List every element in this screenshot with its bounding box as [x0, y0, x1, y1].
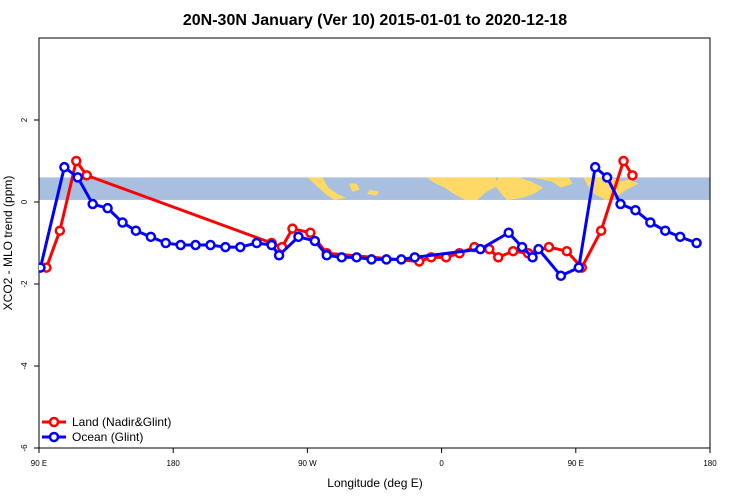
data-point [589, 161, 601, 173]
data-point [175, 239, 186, 251]
data-point [516, 241, 528, 253]
legend-marker-land [48, 416, 60, 428]
data-point [251, 237, 262, 249]
data-point [493, 252, 504, 263]
land-shape [495, 177, 543, 200]
data-point [674, 231, 686, 243]
y-tick-label: 2 [20, 117, 29, 122]
data-point [205, 239, 216, 251]
data-point [117, 217, 128, 228]
data-point [160, 237, 171, 249]
x-tick-label: 90 W [298, 459, 317, 468]
legend-marker-ocean [48, 431, 60, 443]
data-point [543, 241, 555, 253]
data-point [102, 202, 113, 214]
data-point [627, 170, 638, 181]
data-point [71, 155, 82, 167]
data-point [87, 198, 98, 210]
data-point [321, 250, 333, 261]
data-point [220, 241, 231, 253]
data-point [660, 225, 671, 236]
data-point [396, 254, 407, 265]
series-layer [39, 155, 702, 282]
series-ocean [39, 161, 702, 282]
y-axis-label: XCO2 - MLO trend (ppm) [1, 176, 15, 311]
land-shape [426, 177, 499, 200]
data-point [475, 243, 486, 255]
data-point [533, 243, 544, 255]
x-tick-label: 180 [703, 459, 717, 468]
land-shape [349, 183, 360, 192]
y-tick-label: -6 [20, 444, 29, 452]
legend-item-ocean: Ocean (Glint) [42, 430, 143, 444]
data-point [630, 204, 641, 216]
x-axis-label: Longitude (deg E) [327, 476, 422, 490]
legend-label-land: Land (Nadir&Glint) [72, 415, 171, 429]
data-point [409, 252, 421, 263]
data-point [293, 231, 304, 243]
data-point [54, 225, 66, 236]
data-point [266, 239, 277, 251]
data-point [507, 245, 519, 257]
ocean-band [39, 177, 710, 200]
data-point [190, 239, 201, 251]
land-shape [583, 177, 639, 200]
data-point [305, 227, 316, 238]
y-tick-label: -4 [20, 362, 29, 370]
data-point [309, 235, 321, 247]
x-axis: 90 E 180 90 W 0 90 E 180 [31, 448, 717, 468]
land-shape [307, 177, 347, 200]
series-line [45, 159, 634, 270]
land-shape [531, 177, 573, 188]
data-point [351, 252, 362, 263]
legend-label-ocean: Ocean (Glint) [72, 430, 143, 444]
data-point [527, 252, 538, 263]
data-point [561, 245, 573, 257]
legend: Land (Nadir&Glint) Ocean (Glint) [42, 415, 171, 444]
y-tick-label: 0 [20, 199, 29, 204]
data-point [81, 170, 92, 181]
data-point [645, 217, 656, 228]
data-point [39, 262, 46, 273]
data-point [595, 225, 607, 236]
data-point [691, 237, 702, 249]
data-point [287, 223, 298, 234]
data-point [336, 252, 347, 263]
chart-title: 20N-30N January (Ver 10) 2015-01-01 to 2… [183, 12, 567, 29]
data-point [618, 155, 629, 167]
data-point [273, 250, 285, 261]
data-point [503, 227, 514, 238]
data-point [59, 161, 70, 173]
data-point [235, 241, 246, 253]
y-axis: -6 -4 -2 0 2 [20, 117, 39, 452]
data-point [555, 270, 567, 282]
land-shape [367, 189, 379, 196]
data-point [366, 254, 377, 265]
y-tick-label: -2 [20, 280, 29, 288]
legend-item-land: Land (Nadir&Glint) [42, 415, 171, 429]
data-point [615, 198, 626, 210]
data-point [130, 225, 142, 236]
land-ocean-band [39, 177, 710, 200]
data-point [573, 262, 585, 273]
x-tick-label: 0 [439, 459, 444, 468]
x-tick-label: 90 E [31, 459, 47, 468]
data-point [72, 172, 84, 183]
data-point [601, 172, 613, 183]
data-point [381, 254, 392, 265]
x-tick-label: 180 [167, 459, 181, 468]
x-tick-label: 90 E [568, 459, 584, 468]
plot-frame [38, 37, 711, 449]
data-point [145, 231, 157, 243]
